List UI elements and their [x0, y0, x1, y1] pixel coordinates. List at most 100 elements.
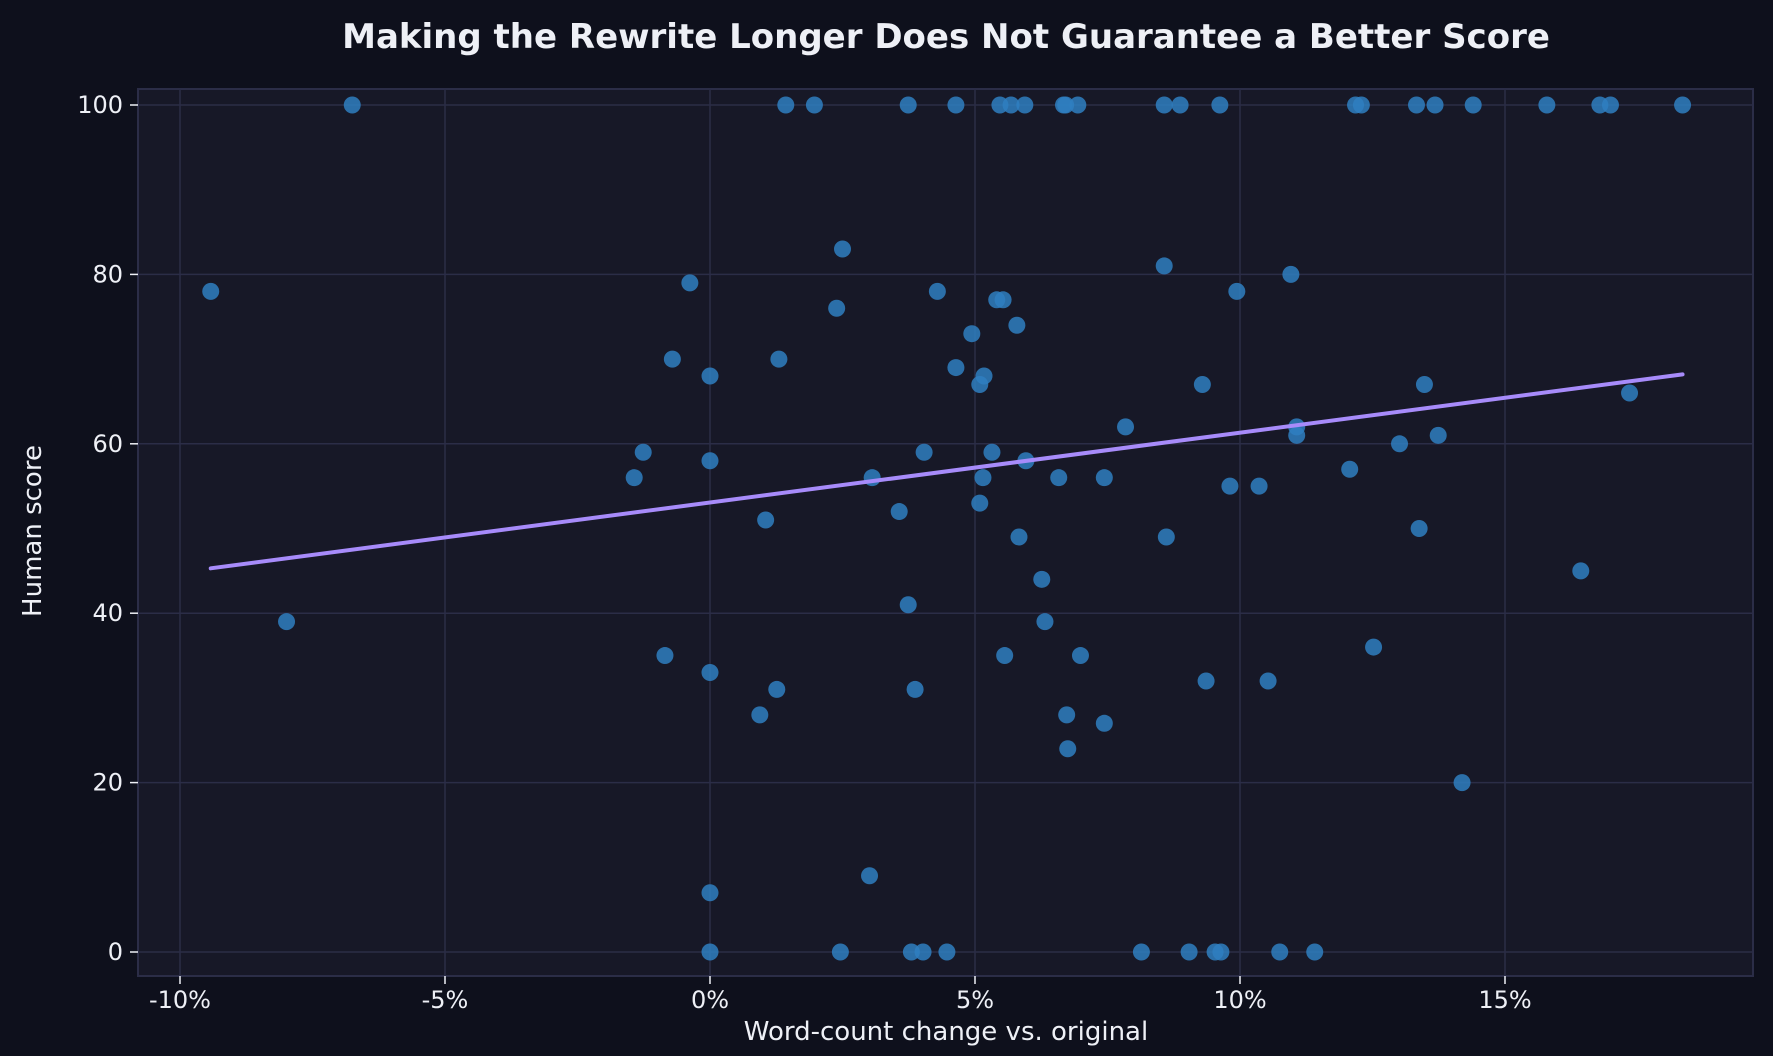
data-point — [1282, 265, 1300, 283]
data-point — [1211, 96, 1229, 114]
data-point — [701, 452, 719, 470]
data-point — [1059, 740, 1077, 758]
data-point — [915, 443, 933, 461]
data-point — [902, 943, 920, 961]
data-point — [928, 282, 946, 300]
y-tick-label: 80 — [92, 260, 123, 288]
y-axis: 0 20 40 60 80 100 — [77, 91, 138, 966]
data-point — [1259, 672, 1277, 690]
data-point — [1352, 96, 1370, 114]
data-point — [343, 96, 361, 114]
data-point — [899, 596, 917, 614]
data-point — [1341, 460, 1359, 478]
data-point — [1155, 96, 1173, 114]
data-point — [1429, 426, 1447, 444]
data-point — [1464, 96, 1482, 114]
y-tick-label: 0 — [108, 938, 123, 966]
data-point — [1228, 282, 1246, 300]
data-point — [278, 613, 296, 631]
data-point — [770, 350, 788, 368]
plot-area — [137, 88, 1754, 977]
y-tick-label: 100 — [77, 91, 123, 119]
data-point — [947, 96, 965, 114]
data-point — [1155, 257, 1173, 275]
data-point — [757, 511, 775, 529]
data-point — [971, 494, 989, 512]
data-point — [1426, 96, 1444, 114]
x-axis: -10% -5% 0% 5% 10% 15% — [149, 976, 1532, 1014]
data-point — [1193, 376, 1211, 394]
data-point — [805, 96, 823, 114]
data-point — [1010, 528, 1028, 546]
data-point — [1221, 477, 1239, 495]
data-point — [831, 943, 849, 961]
data-point — [1197, 672, 1215, 690]
data-point — [751, 706, 769, 724]
data-point — [1036, 613, 1054, 631]
data-point — [1415, 376, 1433, 394]
y-tick-label: 60 — [92, 430, 123, 458]
data-point — [963, 325, 981, 343]
data-point — [1016, 96, 1034, 114]
data-point — [1250, 477, 1268, 495]
data-point — [656, 647, 674, 665]
data-point — [834, 240, 851, 258]
data-point — [202, 282, 220, 300]
grid — [138, 89, 1753, 976]
data-point — [1601, 96, 1619, 114]
data-point — [1391, 435, 1409, 453]
data-point — [1674, 96, 1692, 114]
data-point — [1071, 647, 1089, 665]
data-point — [861, 867, 879, 885]
x-axis-label: Word-count change vs. original — [744, 1017, 1148, 1047]
data-points — [202, 96, 1692, 961]
data-point — [1410, 520, 1428, 537]
data-point — [1212, 943, 1230, 961]
data-point — [634, 443, 652, 461]
data-point — [1288, 426, 1306, 444]
data-point — [701, 884, 719, 902]
data-point — [1407, 96, 1425, 114]
data-point — [663, 350, 681, 368]
data-point — [1069, 96, 1087, 114]
data-point — [1180, 943, 1198, 961]
data-point — [1538, 96, 1556, 114]
y-tick-label: 40 — [92, 599, 123, 627]
data-point — [996, 647, 1014, 665]
data-point — [1095, 469, 1113, 487]
data-point — [914, 943, 932, 961]
data-point — [938, 943, 956, 961]
x-tick-label: 0% — [691, 986, 729, 1014]
data-point — [983, 443, 1001, 461]
trend-line — [208, 372, 1685, 571]
y-axis-label: Human score — [18, 445, 48, 617]
data-point — [1306, 943, 1324, 961]
data-point — [681, 274, 699, 292]
x-tick-label: 10% — [1213, 986, 1266, 1014]
data-point — [890, 503, 908, 521]
data-point — [906, 680, 924, 698]
data-point — [1058, 706, 1076, 724]
x-tick-label: -10% — [149, 986, 211, 1014]
data-point — [1008, 316, 1026, 334]
data-point — [828, 299, 846, 317]
x-tick-label: 15% — [1478, 986, 1531, 1014]
data-point — [1050, 469, 1068, 487]
y-tick-label: 20 — [92, 769, 123, 797]
data-point — [1057, 96, 1075, 114]
data-point — [1033, 570, 1051, 588]
data-point — [1157, 528, 1175, 546]
data-point — [1365, 638, 1383, 656]
data-point — [1453, 774, 1471, 792]
data-point — [975, 367, 993, 385]
data-point — [1132, 943, 1150, 961]
data-point — [625, 469, 643, 487]
data-point — [1117, 418, 1135, 436]
data-point — [701, 943, 719, 961]
data-point — [768, 680, 786, 698]
data-point — [899, 96, 917, 114]
data-point — [701, 663, 719, 681]
data-point — [701, 367, 719, 385]
data-point — [994, 291, 1012, 309]
